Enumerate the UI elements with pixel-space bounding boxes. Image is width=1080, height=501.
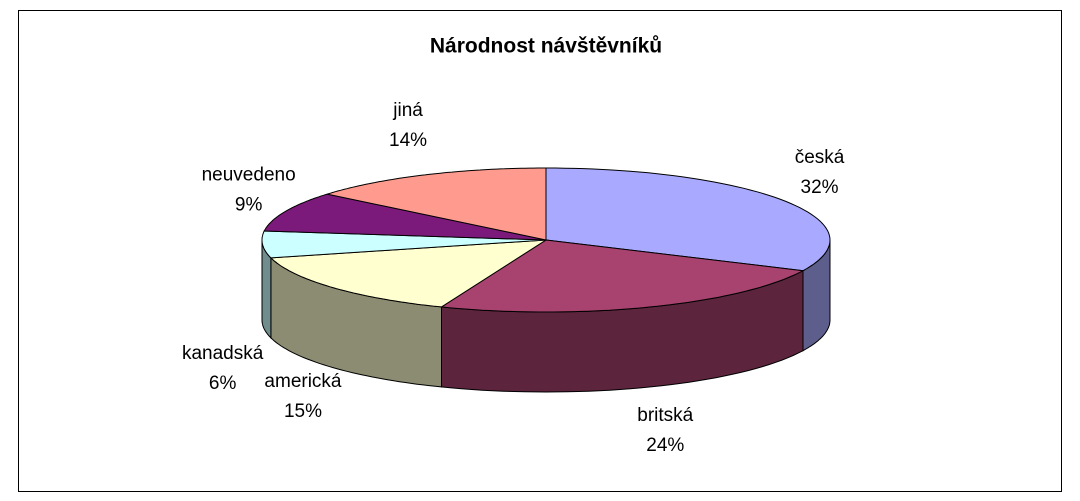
data-label-value: 9% — [235, 195, 263, 216]
data-label-value: 6% — [209, 373, 237, 394]
slice — [545, 167, 831, 272]
data-label-name: americká — [264, 371, 342, 392]
data-label-value: 32% — [801, 177, 839, 198]
slice — [261, 230, 547, 259]
data-label-name: neuvedeno — [202, 165, 296, 186]
data-label-value: 24% — [646, 435, 684, 456]
data-label-name: kanadská — [182, 343, 264, 364]
slice — [440, 239, 805, 313]
data-label-value: 15% — [284, 401, 322, 422]
slice — [327, 167, 547, 241]
slice — [263, 193, 547, 241]
data-label-name: britská — [637, 405, 693, 426]
data-label-name: česká — [795, 147, 845, 168]
data-label-value: 14% — [389, 130, 427, 151]
chart-title: Národnost návštěvníků — [430, 35, 662, 58]
slice — [269, 239, 547, 308]
data-label-name: jiná — [392, 100, 423, 121]
